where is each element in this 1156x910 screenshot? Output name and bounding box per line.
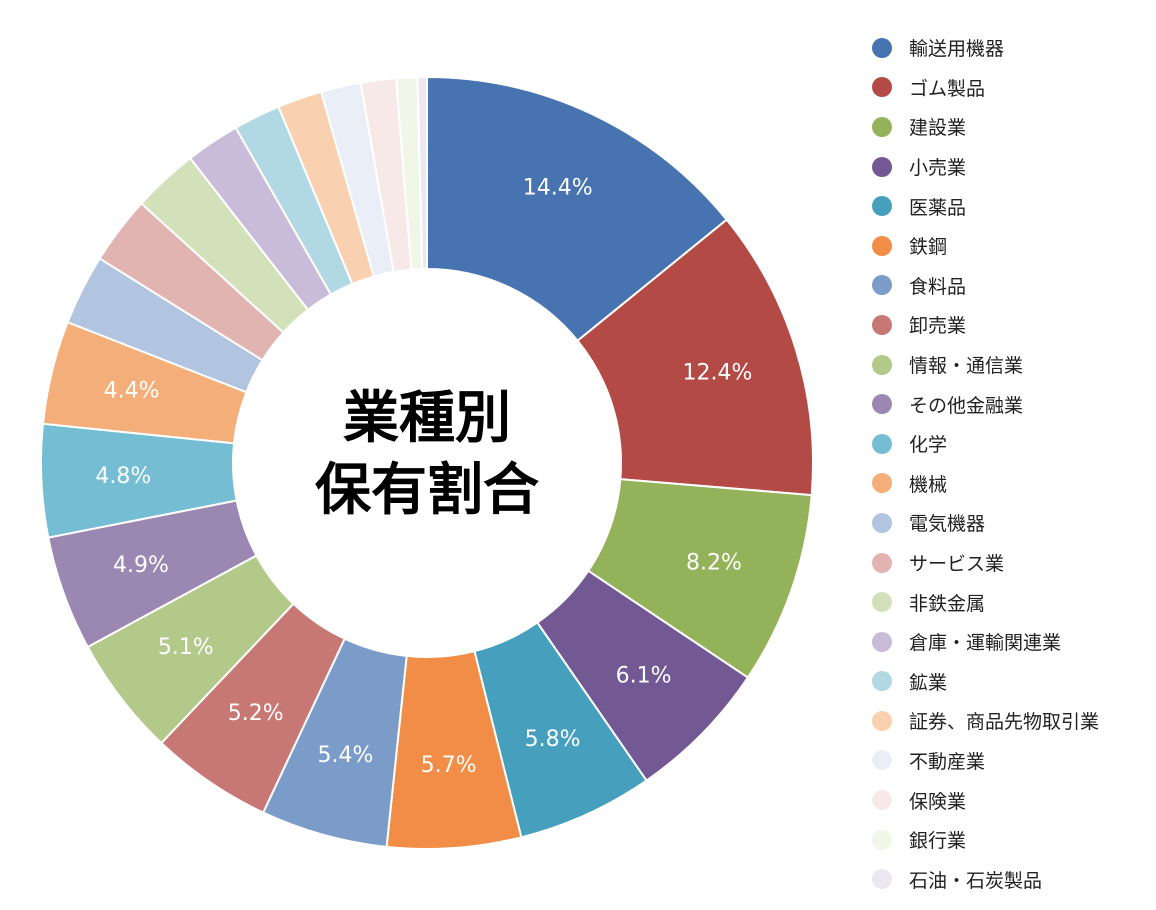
legend-swatch <box>872 512 892 533</box>
legend-item: 非鉄金属 <box>872 582 1152 622</box>
legend-label: 機械 <box>909 473 948 496</box>
legend-item: 保険業 <box>872 780 1152 820</box>
legend-swatch <box>872 354 892 375</box>
legend-label: 証券、商品先物取引業 <box>909 711 1100 734</box>
donut-slices <box>40 75 814 850</box>
center-title-line-1: 業種別 <box>343 386 511 451</box>
legend-swatch <box>872 77 892 98</box>
legend-swatch <box>872 592 892 613</box>
legend-label: 鉄鋼 <box>909 236 948 259</box>
legend-swatch <box>872 552 892 573</box>
legend-swatch <box>872 116 892 137</box>
legend-swatch <box>872 829 892 850</box>
legend-item: ゴム製品 <box>872 68 1152 108</box>
center-title-line-2: 保有割合 <box>315 458 539 523</box>
legend-label: 輸送用機器 <box>909 38 1005 61</box>
legend-label: ゴム製品 <box>909 77 986 100</box>
legend-item: 食料品 <box>872 266 1152 306</box>
slice-data-label: 5.8% <box>525 727 581 752</box>
legend-swatch <box>872 275 892 296</box>
legend-label: 銀行業 <box>909 830 967 853</box>
legend-item: 石油・石炭製品 <box>872 859 1152 899</box>
legend-label: 食料品 <box>909 275 967 298</box>
legend: 輸送用機器ゴム製品建設業小売業医薬品鉄鋼食料品卸売業情報・通信業 その他金融業 化学… <box>872 28 1152 899</box>
pie-slice <box>576 218 814 497</box>
legend-label: その他金融業 <box>909 394 1024 417</box>
legend-label: 倉庫・運輸関連業 <box>909 632 1062 655</box>
slice-data-label: 12.4% <box>683 360 753 385</box>
slice-labels: 14.4% 12.4% 8.2% 6.1% 5.8% 5.7% 5.4% 5.2% 5.1% 4.… <box>95 176 752 779</box>
legend-swatch <box>872 196 892 217</box>
legend-label: 電気機器 <box>909 513 986 536</box>
legend-item: 鉱業 <box>872 662 1152 702</box>
legend-label: 医薬品 <box>909 196 967 219</box>
pie-slice <box>426 75 729 343</box>
legend-item: 銀行業 <box>872 820 1152 860</box>
legend-item: 情報・通信業 <box>872 345 1152 385</box>
legend-label: 化学 <box>909 434 948 457</box>
legend-swatch <box>872 869 892 890</box>
legend-label: 保険業 <box>909 790 967 813</box>
pie-slice <box>416 75 428 271</box>
legend-item: 倉庫・運輸関連業 <box>872 622 1152 662</box>
slice-data-label: 4.4% <box>104 378 160 403</box>
legend-item: 化学 <box>872 424 1152 464</box>
legend-label: 情報・通信業 <box>909 355 1024 378</box>
slice-data-label: 6.1% <box>616 663 672 688</box>
slice-data-label: 5.4% <box>318 743 374 768</box>
legend-item: サービス業 <box>872 543 1152 583</box>
legend-swatch <box>872 235 892 256</box>
legend-item: 輸送用機器 <box>872 28 1152 68</box>
legend-label: 不動産業 <box>909 750 986 773</box>
legend-item: 卸売業 <box>872 305 1152 345</box>
slice-data-label: 5.1% <box>158 635 214 660</box>
legend-item: 機械 <box>872 464 1152 504</box>
legend-item: 電気機器 <box>872 503 1152 543</box>
legend-label: 石油・石炭製品 <box>909 869 1043 892</box>
legend-item: 医薬品 <box>872 186 1152 226</box>
legend-swatch <box>872 394 892 415</box>
legend-swatch <box>872 314 892 335</box>
slice-data-label: 4.9% <box>113 553 169 578</box>
legend-item: 小売業 <box>872 147 1152 187</box>
slice-data-label: 5.7% <box>421 753 477 778</box>
legend-swatch <box>872 37 892 58</box>
legend-item: 不動産業 <box>872 741 1152 781</box>
slice-data-label: 4.8% <box>95 464 151 489</box>
legend-swatch <box>872 790 892 811</box>
legend-label: 小売業 <box>909 157 967 180</box>
donut-chart: 14.4% 12.4% 8.2% 6.1% 5.8% 5.7% 5.4% 5.2% 5.1% 4.… <box>40 75 814 850</box>
legend-label: 鉱業 <box>909 671 948 694</box>
legend-item: 鉄鋼 <box>872 226 1152 266</box>
legend-label: 建設業 <box>909 117 967 140</box>
legend-swatch <box>872 473 892 494</box>
legend-label: 卸売業 <box>909 315 967 338</box>
legend-item: その他金融業 <box>872 384 1152 424</box>
legend-swatch <box>872 750 892 771</box>
legend-swatch <box>872 671 892 692</box>
slice-data-label: 14.4% <box>523 176 593 201</box>
legend-swatch <box>872 631 892 652</box>
legend-swatch <box>872 710 892 731</box>
legend-label: サービス業 <box>909 553 1005 576</box>
legend-label: 非鉄金属 <box>909 592 986 615</box>
slice-data-label: 8.2% <box>686 550 742 575</box>
legend-item: 証券、商品先物取引業 <box>872 701 1152 741</box>
legend-swatch <box>872 433 892 454</box>
legend-swatch <box>872 156 892 177</box>
legend-item: 建設業 <box>872 107 1152 147</box>
slice-data-label: 5.2% <box>228 701 284 726</box>
